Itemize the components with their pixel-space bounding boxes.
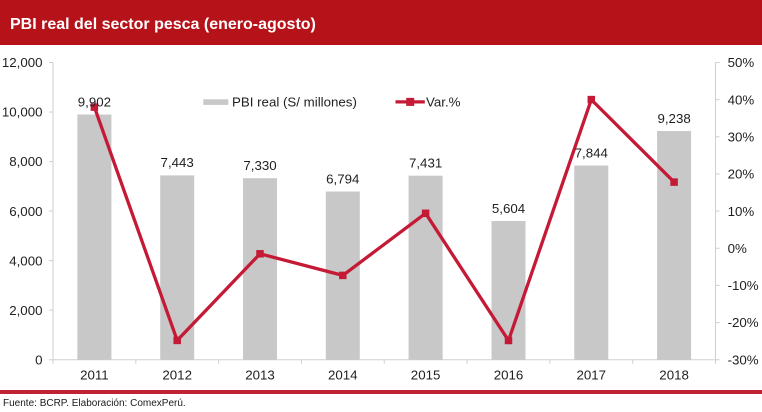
svg-text:20%: 20%: [728, 167, 755, 182]
svg-text:7,330: 7,330: [243, 158, 276, 173]
svg-text:2015: 2015: [411, 368, 441, 383]
svg-text:8,000: 8,000: [9, 154, 42, 169]
svg-text:6,000: 6,000: [9, 204, 42, 219]
svg-text:7,431: 7,431: [409, 156, 442, 171]
svg-text:2011: 2011: [80, 368, 109, 383]
svg-text:PBI real (S/ millones): PBI real (S/ millones): [232, 94, 357, 109]
svg-text:2017: 2017: [577, 368, 607, 383]
svg-text:2016: 2016: [494, 368, 524, 383]
svg-text:2,000: 2,000: [9, 303, 42, 318]
svg-text:10%: 10%: [728, 204, 755, 219]
svg-text:5,604: 5,604: [492, 201, 525, 216]
svg-text:-10%: -10%: [728, 278, 759, 293]
svg-text:2013: 2013: [245, 368, 275, 383]
svg-text:50%: 50%: [728, 55, 755, 70]
svg-text:Var.%: Var.%: [426, 94, 461, 109]
svg-text:7,844: 7,844: [575, 145, 608, 160]
svg-text:0: 0: [35, 352, 42, 367]
svg-text:2012: 2012: [162, 368, 192, 383]
svg-text:9,238: 9,238: [657, 111, 690, 126]
svg-text:10,000: 10,000: [2, 105, 43, 120]
svg-text:30%: 30%: [728, 130, 755, 145]
svg-text:9,902: 9,902: [78, 94, 111, 109]
svg-text:40%: 40%: [728, 92, 755, 107]
svg-text:2014: 2014: [328, 368, 358, 383]
svg-text:12,000: 12,000: [2, 55, 43, 70]
svg-text:-20%: -20%: [728, 315, 759, 330]
svg-text:7,443: 7,443: [161, 155, 194, 170]
svg-text:0%: 0%: [728, 241, 747, 256]
svg-text:6,794: 6,794: [326, 171, 359, 186]
svg-text:-30%: -30%: [728, 352, 759, 367]
svg-text:4,000: 4,000: [9, 253, 42, 268]
svg-text:2018: 2018: [659, 368, 689, 383]
